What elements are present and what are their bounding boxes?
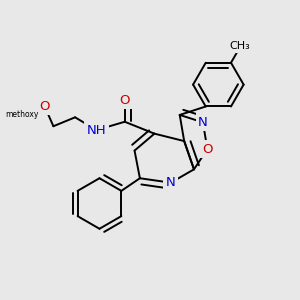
Text: methoxy: methoxy xyxy=(5,110,39,119)
Text: N: N xyxy=(198,116,208,129)
Text: O: O xyxy=(202,142,213,156)
Text: NH: NH xyxy=(87,124,106,136)
Text: O: O xyxy=(39,100,50,112)
Text: O: O xyxy=(119,94,130,106)
Text: N: N xyxy=(166,176,176,189)
Text: CH₃: CH₃ xyxy=(230,41,250,51)
